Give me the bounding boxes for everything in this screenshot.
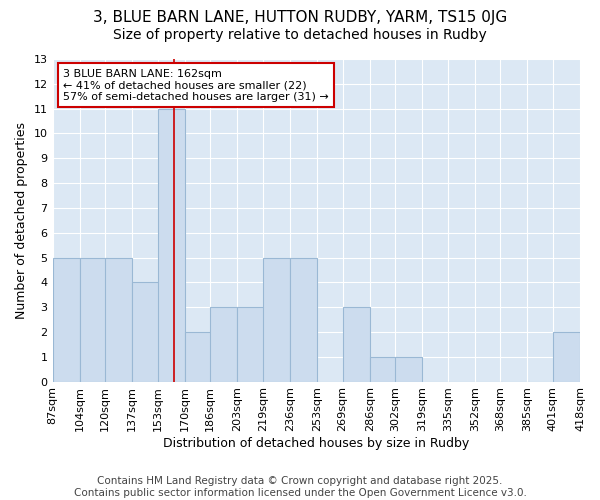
Bar (105, 258, 132, 382)
X-axis label: Distribution of detached houses by size in Rudby: Distribution of detached houses by size … (163, 437, 469, 450)
Bar (158, 108, 185, 382)
Bar (211, 307, 238, 382)
Y-axis label: Number of detached properties: Number of detached properties (15, 122, 28, 319)
Bar (290, 258, 317, 382)
Bar (238, 307, 265, 382)
Text: 3, BLUE BARN LANE, HUTTON RUDBY, YARM, TS15 0JG: 3, BLUE BARN LANE, HUTTON RUDBY, YARM, T… (93, 10, 507, 25)
Bar (132, 282, 160, 382)
Bar (343, 307, 370, 382)
Text: Size of property relative to detached houses in Rudby: Size of property relative to detached ho… (113, 28, 487, 42)
Text: Contains HM Land Registry data © Crown copyright and database right 2025.
Contai: Contains HM Land Registry data © Crown c… (74, 476, 526, 498)
Bar (370, 357, 397, 382)
Bar (263, 258, 290, 382)
Bar (553, 332, 580, 382)
Bar (395, 357, 422, 382)
Bar (80, 258, 107, 382)
Bar (185, 332, 212, 382)
Bar (53, 258, 80, 382)
Text: 3 BLUE BARN LANE: 162sqm
← 41% of detached houses are smaller (22)
57% of semi-d: 3 BLUE BARN LANE: 162sqm ← 41% of detach… (63, 68, 329, 102)
